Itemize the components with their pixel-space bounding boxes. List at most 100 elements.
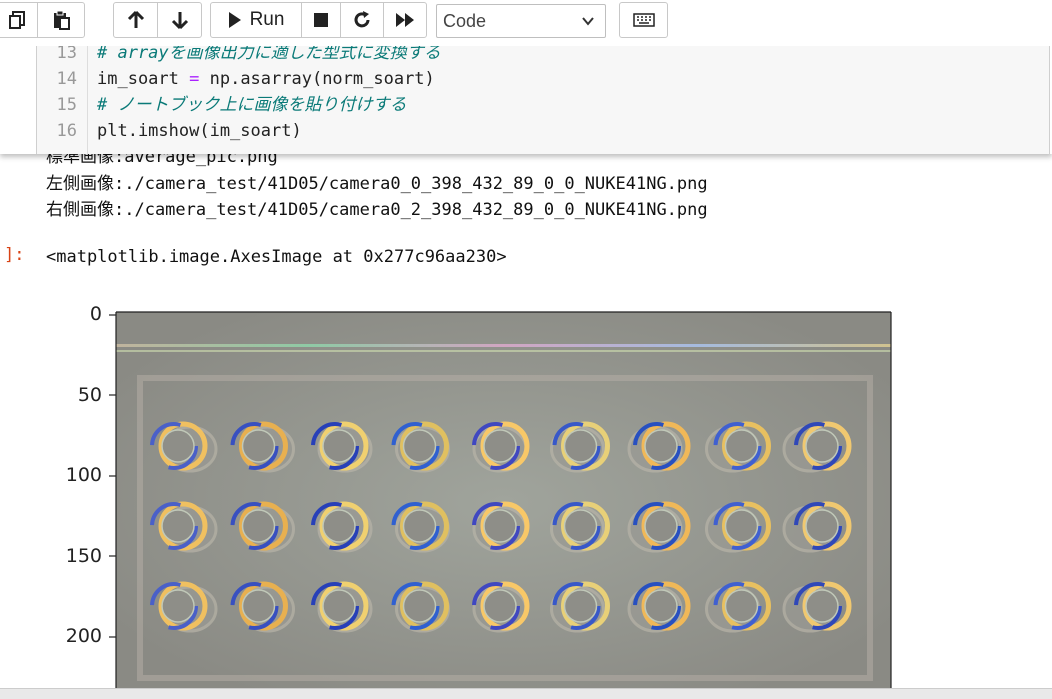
code-editor[interactable]: 13 # arrayを画像出力に適した型式に変換する 14 im_soart =… — [36, 43, 1050, 154]
command-palette-button[interactable] — [619, 2, 668, 38]
fast-forward-icon — [396, 13, 414, 27]
move-down-button[interactable] — [157, 2, 202, 38]
run-label: Run — [249, 9, 285, 30]
copy-icon — [9, 11, 25, 29]
circle-cool-edge — [794, 502, 842, 550]
circle-cool-edge — [472, 422, 520, 470]
circle-center — [402, 589, 437, 623]
circle-cool-edge — [150, 502, 198, 550]
move-group — [113, 2, 202, 38]
move-up-icon — [127, 10, 144, 28]
line-number: 13 — [56, 43, 77, 63]
circle-center — [483, 589, 517, 623]
circle-cool-edge — [391, 582, 440, 630]
circle-cool-edge — [552, 422, 601, 470]
circle-center — [644, 589, 678, 623]
paste-cells-button[interactable] — [37, 2, 85, 38]
circle-cool-edge — [633, 582, 681, 630]
line-number: 15 — [56, 95, 77, 115]
circle-center — [563, 429, 598, 463]
code-line: 14 im_soart = np.asarray(norm_soart) — [37, 66, 1037, 92]
circle-cool-edge — [713, 422, 762, 470]
circle-cool-edge — [230, 502, 279, 550]
circle-center — [805, 509, 839, 543]
circle-center — [805, 589, 839, 623]
circle-cool-edge — [713, 582, 762, 630]
circle-center — [161, 509, 195, 543]
circle-center — [644, 429, 678, 463]
code-line: 16 plt.imshow(im_soart) — [37, 118, 1037, 144]
ytick-label: 200 — [65, 625, 102, 647]
run-icon — [228, 12, 241, 28]
notebook-toolbar: Run Code — [0, 0, 1052, 46]
run-button[interactable]: Run — [210, 2, 302, 38]
circle-center — [483, 429, 517, 463]
interrupt-button[interactable] — [301, 2, 341, 38]
circle-center — [724, 509, 759, 543]
circle-center — [322, 589, 356, 623]
code-line: 13 # arrayを画像出力に適した型式に変換する — [37, 40, 1037, 66]
code-text: im_soart = np.asarray(norm_soart) — [97, 69, 435, 89]
cell-type-value: Code — [443, 10, 487, 31]
code-comment: # ノートブック上に画像を貼り付けする — [97, 95, 407, 115]
ytick-label: 50 — [77, 384, 102, 406]
line-number-gutter — [37, 46, 88, 154]
copy-cells-button[interactable] — [0, 2, 38, 38]
clipboard-group — [0, 2, 85, 38]
circle-cool-edge — [150, 582, 198, 630]
circle-cool-edge — [150, 422, 198, 470]
circle-cool-edge — [230, 422, 279, 470]
paste-icon — [54, 10, 70, 30]
cell-type-select[interactable]: Code — [436, 4, 606, 38]
circle-center — [724, 429, 759, 463]
circle-center — [563, 509, 598, 543]
line-number: 14 — [56, 69, 77, 89]
circle-cool-edge — [713, 502, 762, 550]
run-group: Run — [210, 2, 427, 38]
circle-grid — [150, 421, 852, 633]
circle-center — [724, 589, 759, 623]
circle-center — [322, 509, 356, 543]
circle-cool-edge — [311, 582, 359, 630]
move-down-icon — [171, 12, 188, 30]
circle-cool-edge — [794, 582, 842, 630]
output-line-right: 右側画像:./camera_test/41D05/camera0_2_398_4… — [46, 200, 708, 220]
circle-center — [402, 429, 437, 463]
circle-cool-edge — [552, 582, 601, 630]
image-band — [116, 344, 891, 347]
circle-center — [563, 589, 598, 623]
circle-center — [483, 509, 517, 543]
circle-center — [241, 429, 276, 463]
code-text: plt.imshow(im_soart) — [97, 121, 302, 141]
ytick-label: 0 — [89, 303, 102, 325]
code-cell[interactable]: 13 # arrayを画像出力に適した型式に変換する 14 im_soart =… — [0, 43, 1052, 154]
circle-center — [241, 509, 276, 543]
circle-center — [241, 589, 276, 623]
stop-icon — [314, 13, 328, 27]
output-result: <matplotlib.image.AxesImage at 0x277c96a… — [46, 247, 507, 267]
circle-cool-edge — [552, 502, 601, 550]
circle-center — [805, 429, 839, 463]
circle-cool-edge — [311, 422, 359, 470]
code-line: 15 # ノートブック上に画像を貼り付けする — [37, 92, 1037, 118]
circle-cool-edge — [391, 502, 440, 550]
circle-center — [161, 429, 195, 463]
move-up-button[interactable] — [113, 2, 158, 38]
circle-cool-edge — [472, 502, 520, 550]
circle-center — [402, 509, 437, 543]
circle-cool-edge — [472, 582, 520, 630]
restart-run-all-button[interactable] — [383, 2, 427, 38]
restart-icon — [354, 11, 370, 28]
ytick-label: 100 — [65, 464, 102, 486]
circle-center — [322, 429, 356, 463]
circle-cool-edge — [633, 502, 681, 550]
keyboard-icon — [632, 13, 655, 27]
horizontal-scrollbar[interactable] — [0, 688, 1052, 699]
output-prompt: ]: — [4, 245, 25, 265]
circle-center — [161, 589, 195, 623]
circle-center — [644, 509, 678, 543]
circle-cool-edge — [794, 422, 842, 470]
restart-button[interactable] — [340, 2, 384, 38]
chevron-down-icon — [582, 17, 594, 26]
